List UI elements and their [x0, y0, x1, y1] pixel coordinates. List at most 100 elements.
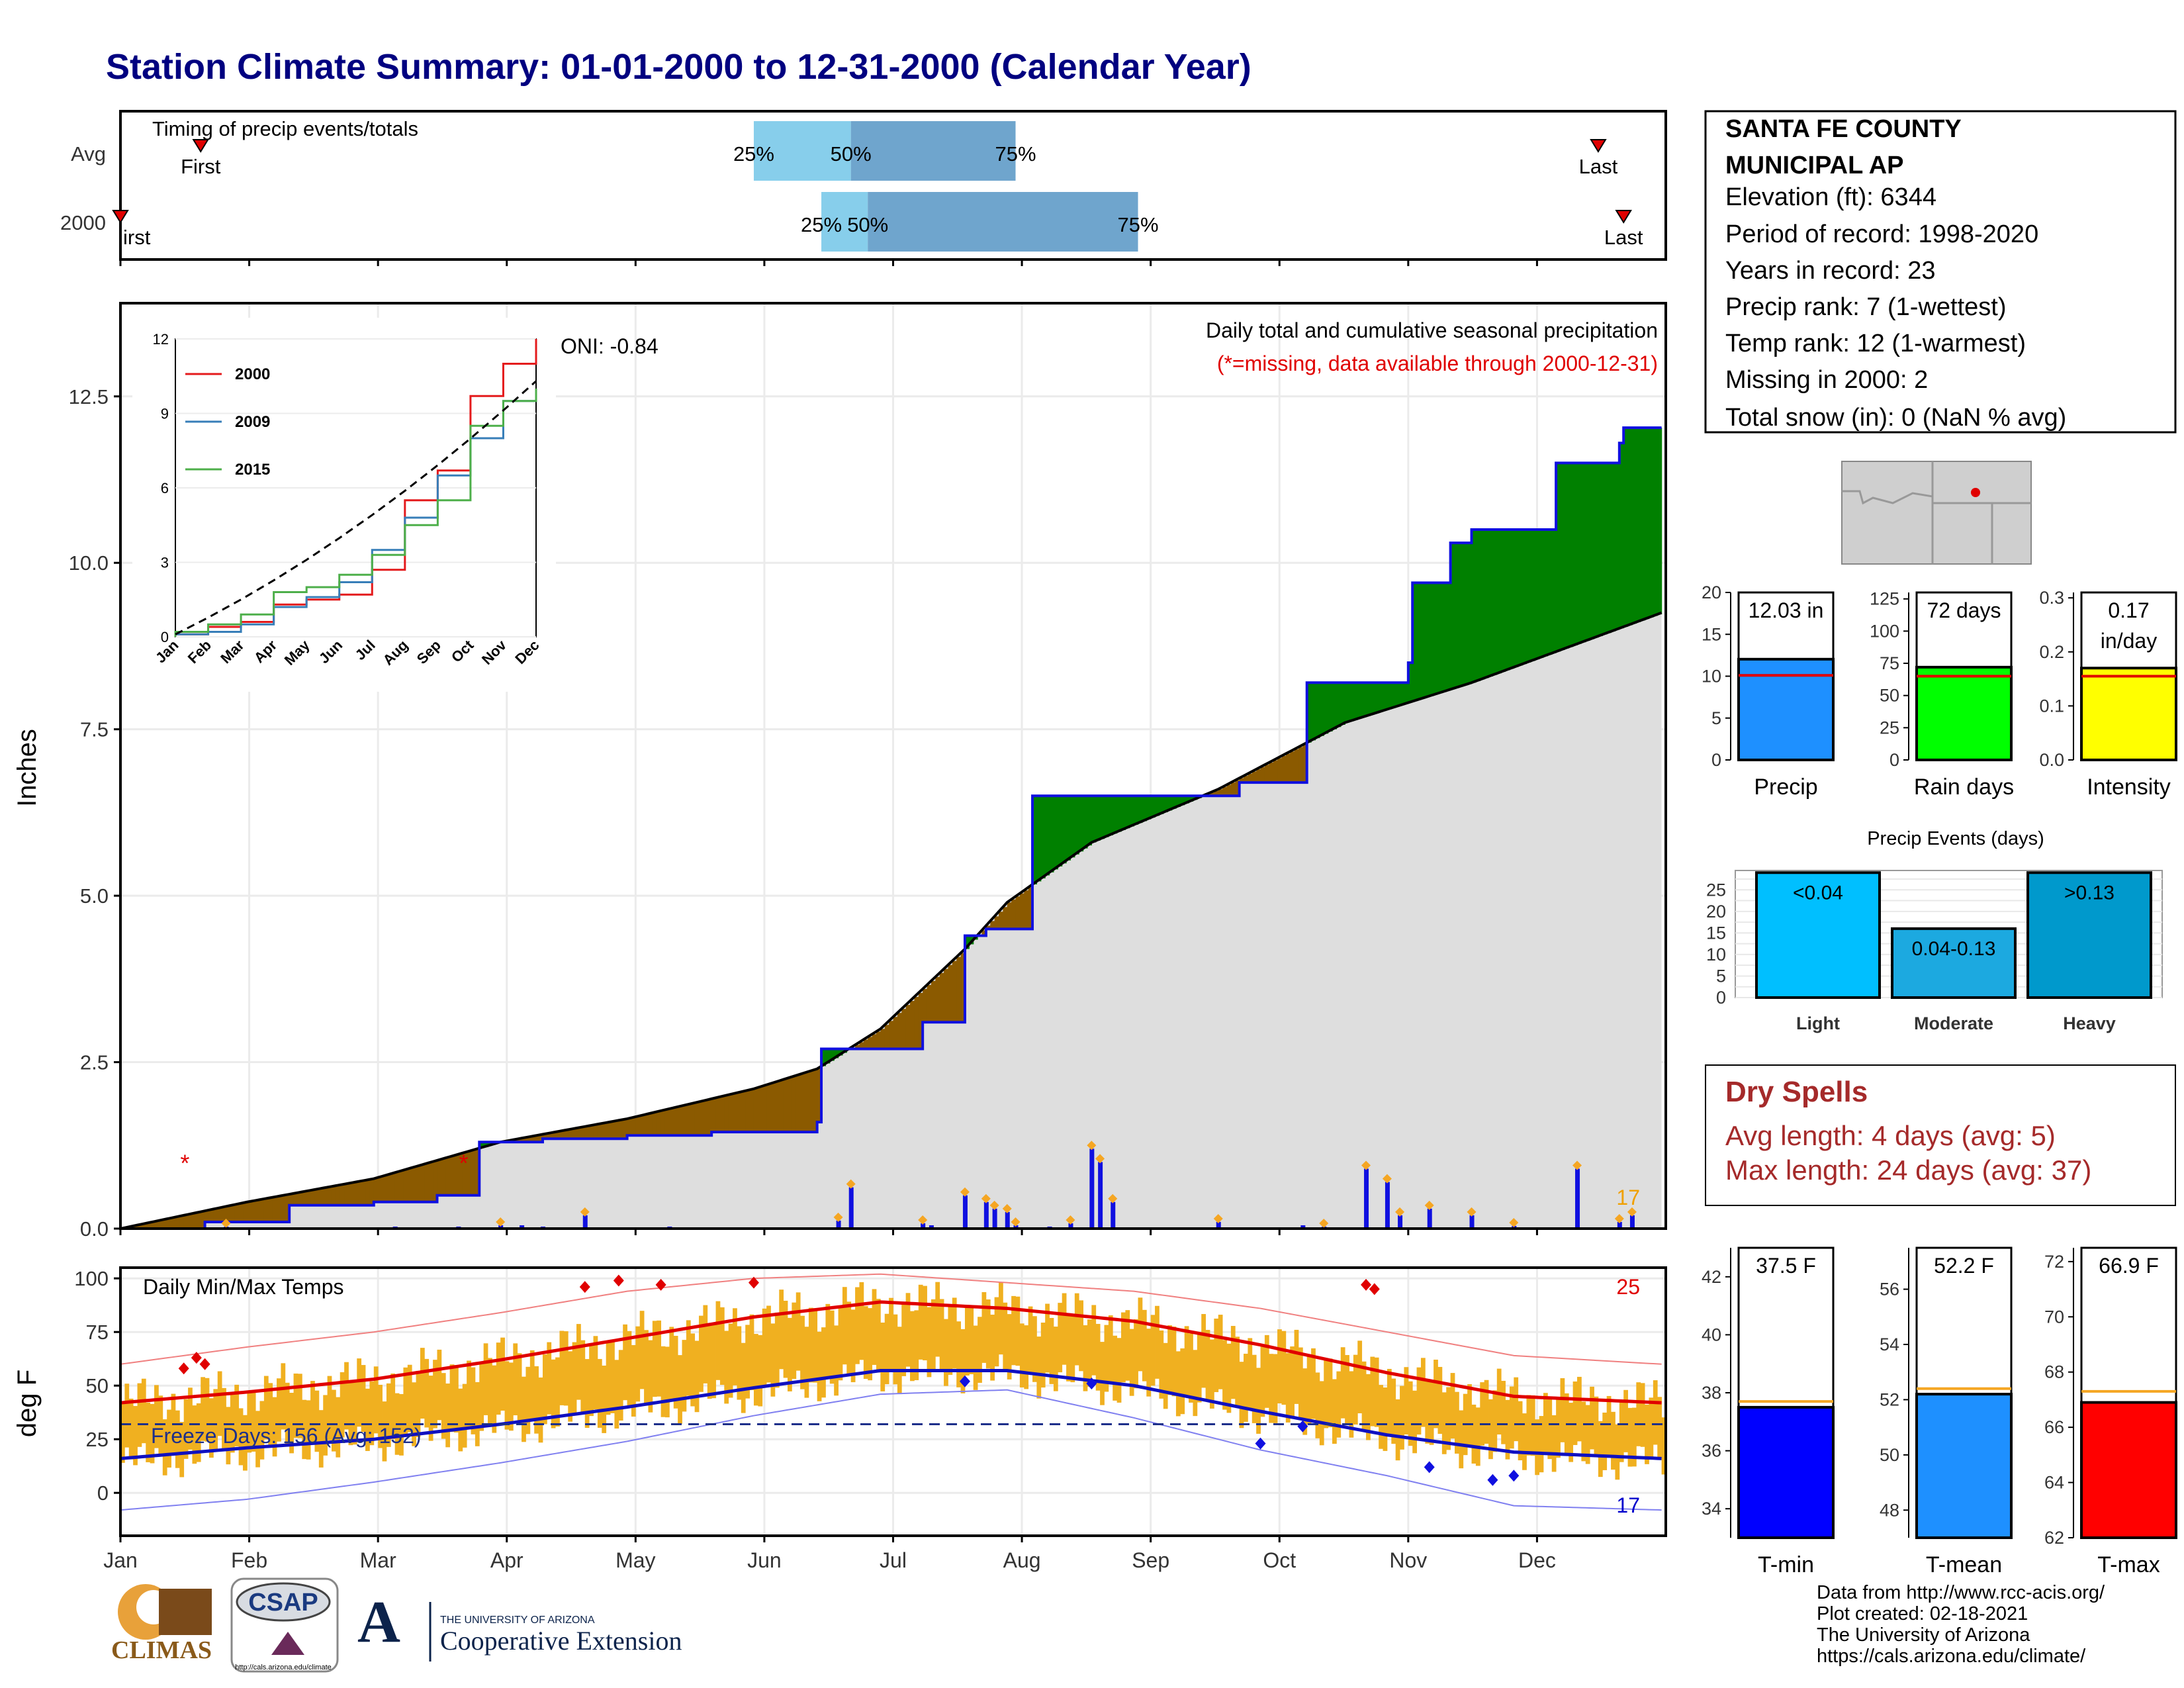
- deficit-fill: [171, 1217, 176, 1229]
- daily-temp-range: [403, 1367, 408, 1434]
- deficit-fill: [449, 1156, 455, 1196]
- surplus-fill: [1623, 428, 1629, 627]
- surplus-fill: [1463, 543, 1468, 686]
- surplus-fill: [1631, 428, 1637, 624]
- summary-tick-label: 72: [2044, 1252, 2064, 1272]
- daily-precip-bar: [1013, 1225, 1019, 1229]
- surplus-fill: [1539, 529, 1544, 658]
- daily-temp-range: [813, 1308, 818, 1383]
- daily-temp-range: [711, 1323, 716, 1399]
- daily-temp-range: [1100, 1342, 1105, 1405]
- summary-value-text: 52.2 F: [1934, 1254, 1994, 1278]
- daily-temp-range: [1180, 1348, 1185, 1415]
- station-precip-rank: Precip rank: 7 (1-wettest): [1725, 293, 2006, 321]
- csap-wordmark: CSAP: [248, 1589, 318, 1617]
- deficit-fill: [306, 1191, 311, 1205]
- daily-temp-range: [1129, 1329, 1134, 1396]
- deficit-fill: [762, 1086, 767, 1133]
- daily-temp-range: [1294, 1329, 1299, 1404]
- deficit-fill: [226, 1206, 231, 1222]
- summary-tick-label: 36: [1702, 1441, 1721, 1461]
- daily-temp-range: [724, 1331, 729, 1404]
- ua-small-text: THE UNIVERSITY OF ARIZONA: [440, 1615, 595, 1626]
- deficit-fill: [412, 1167, 417, 1202]
- daily-temp-range: [758, 1335, 763, 1407]
- daily-temp-range: [678, 1355, 682, 1424]
- deficit-fill: [690, 1103, 696, 1136]
- daily-temp-range: [318, 1410, 324, 1468]
- surplus-fill: [1404, 682, 1409, 704]
- daily-temp-range: [483, 1343, 488, 1415]
- surplus-fill: [1374, 682, 1379, 714]
- deficit-fill: [534, 1135, 539, 1143]
- heavy-event-marker: [833, 1212, 843, 1222]
- deficit-fill: [876, 1031, 881, 1049]
- deficit-fill: [277, 1196, 282, 1222]
- station-period: Period of record: 1998-2020: [1725, 220, 2038, 248]
- daily-precip-bar: [962, 1195, 968, 1229]
- timing-row-2000-label: 2000: [60, 211, 106, 234]
- daily-temp-range: [762, 1308, 767, 1385]
- deficit-fill: [1007, 902, 1012, 929]
- summary-value-text: in/day: [2101, 629, 2157, 653]
- deficit-fill: [576, 1128, 581, 1139]
- surplus-fill: [1433, 583, 1439, 695]
- summary-tick-label: 125: [1870, 589, 1899, 609]
- heavy-event-marker: [1509, 1217, 1519, 1227]
- deficit-fill: [336, 1186, 341, 1205]
- deficit-fill: [859, 1042, 864, 1049]
- daily-temp-range: [897, 1327, 902, 1394]
- deficit-fill: [471, 1150, 476, 1196]
- deficit-fill: [990, 921, 995, 929]
- station-snow: Total snow (in): 0 (NaN % avg): [1725, 404, 2066, 432]
- deficit-fill: [390, 1174, 396, 1202]
- deficit-fill: [597, 1124, 602, 1139]
- daily-temp-range: [1226, 1343, 1232, 1413]
- daily-temp-range: [120, 1403, 125, 1463]
- daily-temp-range: [1083, 1325, 1088, 1391]
- daily-temp-range: [162, 1419, 167, 1476]
- daily-temp-range: [1408, 1381, 1413, 1446]
- deficit-fill: [293, 1193, 298, 1205]
- surplus-fill: [1370, 682, 1375, 715]
- daily-temp-range: [1108, 1315, 1113, 1385]
- daily-temp-range: [534, 1366, 539, 1434]
- heavy-event-marker: [981, 1194, 991, 1203]
- daily-temp-range: [348, 1382, 353, 1446]
- daily-precip-bar: [1216, 1221, 1221, 1229]
- summary-tick-label: 20: [1702, 583, 1721, 602]
- surplus-fill: [1395, 682, 1400, 707]
- deficit-fill: [905, 1005, 911, 1049]
- precip-ytick-label: 10.0: [69, 551, 109, 575]
- deficit-fill: [475, 1149, 480, 1196]
- surplus-fill: [1543, 529, 1548, 657]
- daily-temp-range: [1370, 1356, 1375, 1427]
- daily-temp-range: [314, 1390, 320, 1452]
- daily-temp-range: [1222, 1340, 1227, 1410]
- surplus-fill: [1429, 583, 1434, 696]
- daily-temp-range: [1336, 1371, 1342, 1438]
- daily-temp-range: [263, 1376, 269, 1440]
- daily-precip-bar: [1512, 1225, 1517, 1229]
- deficit-fill: [146, 1223, 151, 1229]
- daily-temp-range: [1040, 1323, 1046, 1388]
- deficit-fill: [927, 984, 932, 1023]
- surplus-fill: [1484, 529, 1489, 679]
- daily-temp-range: [703, 1305, 708, 1383]
- summary-value-text: 0.17: [2108, 598, 2149, 622]
- deficit-fill: [433, 1161, 438, 1202]
- deficit-fill: [441, 1159, 446, 1196]
- daily-temp-range: [547, 1342, 552, 1415]
- summary-tick-label: 15: [1702, 624, 1721, 644]
- deficit-fill: [593, 1125, 598, 1139]
- daily-temp-range: [981, 1291, 987, 1363]
- surplus-fill: [1560, 463, 1565, 650]
- avg-cumulative-line: [120, 611, 1662, 1230]
- deficit-fill: [931, 980, 936, 1023]
- daily-temp-range: [576, 1324, 581, 1400]
- daily-temp-range: [884, 1313, 889, 1385]
- locator-map-border: [1842, 461, 1934, 505]
- daily-temp-range: [1260, 1346, 1265, 1417]
- deficit-fill: [779, 1080, 784, 1133]
